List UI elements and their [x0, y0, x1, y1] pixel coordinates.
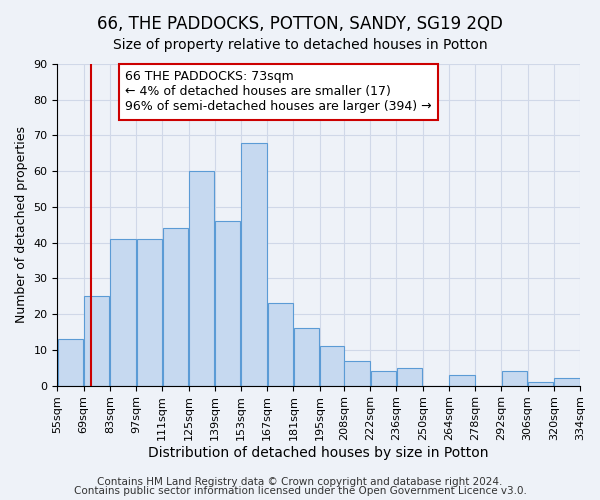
Bar: [241, 142, 267, 386]
Text: 66, THE PADDOCKS, POTTON, SANDY, SG19 2QD: 66, THE PADDOCKS, POTTON, SANDY, SG19 2Q…: [97, 15, 503, 33]
Y-axis label: Number of detached properties: Number of detached properties: [15, 126, 28, 324]
Bar: [189, 171, 214, 386]
Bar: [163, 228, 188, 386]
Bar: [449, 375, 475, 386]
Bar: [554, 378, 580, 386]
Bar: [397, 368, 422, 386]
Bar: [58, 339, 83, 386]
Bar: [84, 296, 109, 386]
Bar: [371, 372, 396, 386]
Bar: [344, 360, 370, 386]
Bar: [294, 328, 319, 386]
Bar: [268, 304, 293, 386]
Bar: [137, 239, 162, 386]
Bar: [215, 221, 241, 386]
Text: 66 THE PADDOCKS: 73sqm
← 4% of detached houses are smaller (17)
96% of semi-deta: 66 THE PADDOCKS: 73sqm ← 4% of detached …: [125, 70, 432, 114]
Bar: [110, 239, 136, 386]
X-axis label: Distribution of detached houses by size in Potton: Distribution of detached houses by size …: [148, 446, 489, 460]
Text: Contains HM Land Registry data © Crown copyright and database right 2024.: Contains HM Land Registry data © Crown c…: [97, 477, 503, 487]
Bar: [502, 372, 527, 386]
Bar: [528, 382, 553, 386]
Bar: [320, 346, 344, 386]
Text: Contains public sector information licensed under the Open Government Licence v3: Contains public sector information licen…: [74, 486, 526, 496]
Text: Size of property relative to detached houses in Potton: Size of property relative to detached ho…: [113, 38, 487, 52]
